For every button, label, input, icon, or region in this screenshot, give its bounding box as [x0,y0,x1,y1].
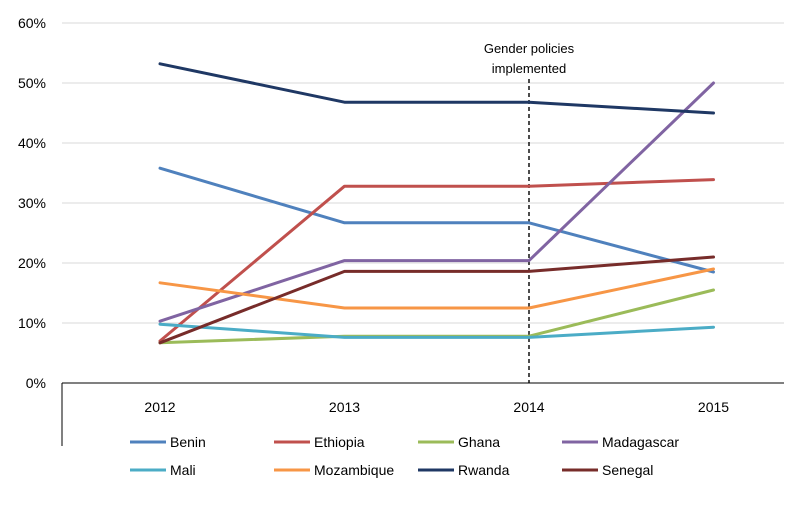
x-tick-label: 2015 [698,399,729,415]
legend-label: Mozambique [314,462,394,478]
gridlines [62,22,784,324]
annotation-text-line-1: Gender policies [484,41,575,56]
x-tick-label: 2012 [144,399,175,415]
legend-label: Benin [170,434,206,450]
series-line-madagascar [158,81,715,323]
legend-label: Madagascar [602,434,679,450]
y-tick-label: 30% [18,195,46,211]
series-line-mozambique [158,267,715,310]
y-tick-label: 0% [26,375,46,391]
series-line-rwanda [158,62,715,115]
series-line-mali [158,322,715,339]
series-lines [158,62,715,345]
legend-label: Ghana [458,434,500,450]
x-axis-tick-labels: 2012 2013 2014 2015 [144,399,729,415]
series-line-ethiopia [158,178,715,343]
series-line-senegal [158,255,715,345]
series-line-ghana [158,288,715,345]
y-tick-label: 10% [18,315,46,331]
legend: Benin Ethiopia Ghana Madagascar Mali Mozambiq… [130,434,679,478]
legend-label: Rwanda [458,462,510,478]
annotation-text-line-2: implemented [492,61,566,76]
y-tick-label: 60% [18,15,46,31]
y-axis-tick-labels: 0% 10% 20% 30% 40% 50% 60% [18,15,46,391]
y-tick-label: 50% [18,75,46,91]
legend-label: Mali [170,462,196,478]
policy-annotation: Gender policies implemented [484,41,575,383]
x-tick-label: 2013 [329,399,360,415]
series-line-benin [158,166,715,274]
y-tick-label: 20% [18,255,46,271]
legend-label: Senegal [602,462,653,478]
axes [61,382,784,446]
legend-label: Ethiopia [314,434,365,450]
y-tick-label: 40% [18,135,46,151]
x-tick-label: 2014 [513,399,544,415]
